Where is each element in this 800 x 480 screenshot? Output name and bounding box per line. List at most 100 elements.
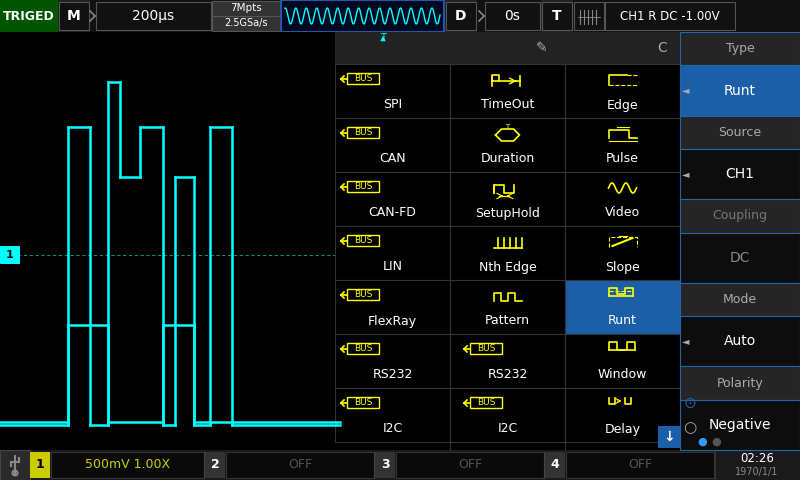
Bar xyxy=(450,118,565,172)
Bar xyxy=(347,181,379,192)
Text: ◄: ◄ xyxy=(682,336,690,347)
Bar xyxy=(566,452,714,478)
Text: I2C: I2C xyxy=(382,422,402,435)
Text: BUS: BUS xyxy=(477,344,495,353)
Text: RS232: RS232 xyxy=(487,369,528,382)
Text: BUS: BUS xyxy=(354,236,372,245)
Text: Pattern: Pattern xyxy=(485,314,530,327)
Bar xyxy=(0,0,800,32)
Bar xyxy=(565,226,680,280)
Bar xyxy=(565,172,680,226)
Bar xyxy=(335,32,680,64)
Text: OFF: OFF xyxy=(288,458,312,471)
Bar xyxy=(0,450,30,480)
Text: Negative: Negative xyxy=(709,418,771,432)
Bar xyxy=(680,65,800,116)
Bar xyxy=(347,73,379,84)
Bar xyxy=(680,283,800,316)
Bar xyxy=(470,343,502,354)
Text: BUS: BUS xyxy=(354,398,372,407)
Bar xyxy=(281,0,444,32)
Bar xyxy=(574,2,604,30)
Bar xyxy=(565,64,680,118)
Bar xyxy=(335,388,450,442)
Text: BUS: BUS xyxy=(354,344,372,353)
Bar xyxy=(485,2,540,30)
Bar xyxy=(450,334,565,388)
Text: BUS: BUS xyxy=(354,182,372,191)
Text: Edge: Edge xyxy=(606,98,638,111)
Text: 500mV 1.00X: 500mV 1.00X xyxy=(85,458,170,471)
FancyBboxPatch shape xyxy=(0,246,20,264)
Bar xyxy=(445,0,477,32)
Bar xyxy=(0,32,680,450)
Bar xyxy=(205,452,225,478)
Bar xyxy=(541,0,573,32)
Text: 7Mpts: 7Mpts xyxy=(230,3,262,13)
Text: BUS: BUS xyxy=(354,290,372,299)
Text: Slope: Slope xyxy=(605,261,640,274)
Bar xyxy=(715,450,800,480)
Text: D: D xyxy=(455,9,466,23)
Bar xyxy=(450,64,565,118)
Text: BUS: BUS xyxy=(477,398,495,407)
Bar xyxy=(0,0,58,32)
Bar xyxy=(335,32,680,450)
Bar xyxy=(565,388,680,442)
Bar xyxy=(58,0,90,32)
Text: ●: ● xyxy=(711,437,721,447)
Bar xyxy=(565,118,680,172)
Bar xyxy=(446,2,476,30)
Text: CAN-FD: CAN-FD xyxy=(369,206,417,219)
Bar xyxy=(347,289,379,300)
Text: SetupHold: SetupHold xyxy=(475,206,540,219)
Bar xyxy=(450,388,565,442)
Bar xyxy=(680,32,800,450)
Text: Polarity: Polarity xyxy=(717,377,763,390)
Text: CH1: CH1 xyxy=(726,167,754,181)
Text: Auto: Auto xyxy=(724,334,756,348)
Text: Runt: Runt xyxy=(724,84,756,97)
Bar xyxy=(542,2,572,30)
Text: DC: DC xyxy=(730,251,750,264)
Bar xyxy=(680,316,800,366)
Text: BUS: BUS xyxy=(354,74,372,83)
Text: ○: ○ xyxy=(683,420,697,435)
Bar xyxy=(347,397,379,408)
Text: Source: Source xyxy=(718,126,762,139)
Bar xyxy=(450,280,565,334)
Text: CH1 R DC -1.00V: CH1 R DC -1.00V xyxy=(620,10,720,23)
Text: 4: 4 xyxy=(550,458,559,471)
Text: 0s: 0s xyxy=(504,9,520,23)
Bar xyxy=(375,452,395,478)
Text: M: M xyxy=(67,9,81,23)
Bar xyxy=(335,334,450,388)
Bar xyxy=(565,280,680,334)
Bar xyxy=(30,452,50,478)
Bar xyxy=(335,64,450,118)
Bar xyxy=(0,450,800,480)
Text: Pulse: Pulse xyxy=(606,153,639,166)
Text: ⊙: ⊙ xyxy=(684,396,696,410)
Text: Delay: Delay xyxy=(605,422,641,435)
Bar xyxy=(605,2,735,30)
Text: LIN: LIN xyxy=(382,261,402,274)
Text: I2C: I2C xyxy=(498,422,518,435)
Text: C: C xyxy=(657,41,667,55)
Text: ↓: ↓ xyxy=(663,430,675,444)
Text: Runt: Runt xyxy=(608,314,637,327)
Text: Duration: Duration xyxy=(480,153,534,166)
Text: FlexRay: FlexRay xyxy=(368,314,417,327)
Bar xyxy=(680,366,800,400)
Bar xyxy=(212,16,280,31)
Text: BUS: BUS xyxy=(354,128,372,137)
Bar xyxy=(335,172,450,226)
Text: 1: 1 xyxy=(4,250,12,260)
Text: CAN: CAN xyxy=(379,153,406,166)
Text: T: T xyxy=(506,124,510,130)
Text: OFF: OFF xyxy=(458,458,482,471)
Text: SPI: SPI xyxy=(383,98,402,111)
Text: Coupling: Coupling xyxy=(713,209,767,222)
Text: Type: Type xyxy=(726,42,754,55)
Text: 2: 2 xyxy=(210,458,219,471)
